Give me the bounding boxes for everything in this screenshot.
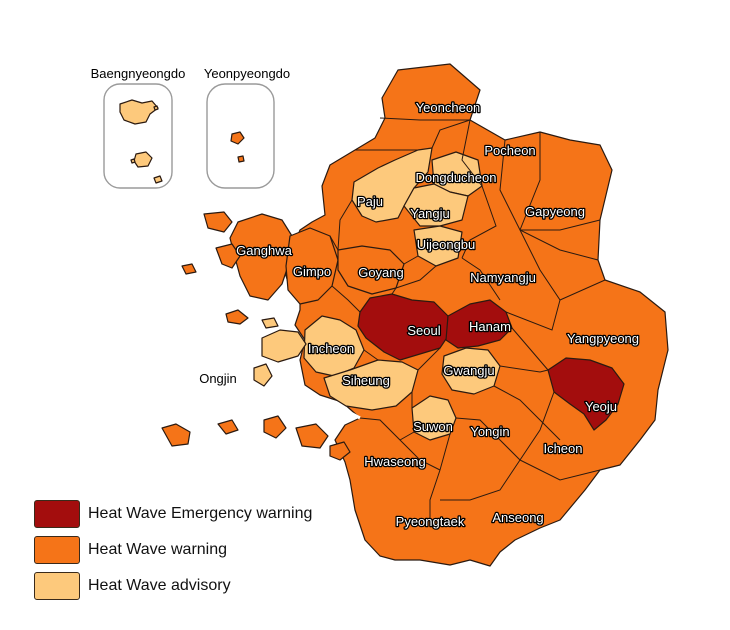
label-suwon: Suwon — [413, 419, 453, 434]
legend-label-warning: Heat Wave warning — [88, 541, 228, 558]
region-hanam — [445, 299, 513, 349]
label-pocheon: Pocheon — [484, 143, 535, 158]
legend-item-warning: Heat Wave warning — [34, 532, 312, 568]
island-ongjin-3 — [261, 317, 279, 329]
island-small-3 — [153, 105, 159, 111]
legend: Heat Wave Emergency warning Heat Wave wa… — [34, 496, 312, 604]
island-ongjin-7 — [263, 415, 287, 439]
island-ongjin-4 — [225, 309, 249, 325]
island-ongjin-6 — [217, 419, 239, 435]
island-small-west — [181, 263, 197, 275]
label-baengnyeongdo: Baengnyeongdo — [91, 66, 186, 81]
region-labels: Yeoncheon Pocheon Dongducheon Paju Yangj… — [199, 99, 640, 531]
island-small-1 — [153, 175, 163, 184]
legend-item-advisory: Heat Wave advisory — [34, 568, 312, 604]
label-ganghwa: Ganghwa — [236, 243, 292, 258]
island-ongjin-9 — [329, 441, 351, 461]
legend-swatch-warning — [34, 536, 80, 564]
island-ganghwa-west — [203, 211, 233, 233]
inset-yeonpyeongdo: Yeonpyeongdo — [204, 66, 290, 189]
coast-inlet — [304, 406, 361, 422]
region-gimpo — [285, 227, 339, 305]
region-yeoju — [547, 357, 625, 431]
label-icheon: Icheon — [543, 441, 582, 456]
island-ongjin-1 — [261, 329, 307, 363]
label-ongjin: Ongjin — [199, 371, 237, 386]
island-yeonpyeongdo-main — [230, 131, 245, 145]
label-paju: Paju — [357, 194, 383, 209]
label-yangju: Yangju — [410, 206, 450, 221]
island-yeonpyeongdo-small — [237, 155, 245, 163]
label-yeonpyeongdo: Yeonpyeongdo — [204, 66, 290, 81]
label-yangpyeong: Yangpyeong — [567, 331, 639, 346]
label-incheon: Incheon — [308, 341, 354, 356]
island-small-2 — [130, 158, 136, 164]
label-gwangju: Gwangju — [443, 363, 494, 378]
inset-baengnyeongdo: Baengnyeongdo — [91, 66, 186, 189]
island-ongjin-2 — [253, 363, 273, 387]
island-ganghwa-sw — [215, 243, 241, 269]
label-namyangju: Namyangju — [470, 270, 536, 285]
label-dongducheon: Dongducheon — [416, 170, 497, 185]
district-boundaries — [329, 117, 606, 520]
legend-swatch-emergency — [34, 500, 80, 528]
label-pyeongtaek: Pyeongtaek — [396, 514, 465, 529]
label-uijeongbu: Uijeongbu — [417, 237, 476, 252]
label-hwaseong: Hwaseong — [364, 454, 425, 469]
island-baengnyeongdo-main — [119, 99, 159, 125]
label-gapyeong: Gapyeong — [525, 204, 585, 219]
island-ongjin-8 — [295, 423, 329, 449]
label-hanam: Hanam — [469, 319, 511, 334]
region-suwon — [411, 395, 457, 441]
legend-label-advisory: Heat Wave advisory — [88, 577, 231, 594]
label-yongin: Yongin — [470, 424, 509, 439]
label-yeoju: Yeoju — [585, 399, 617, 414]
legend-swatch-advisory — [34, 572, 80, 600]
label-anseong: Anseong — [492, 510, 543, 525]
region-incheon — [303, 315, 365, 377]
label-gimpo: Gimpo — [293, 264, 331, 279]
label-seoul: Seoul — [407, 323, 440, 338]
label-siheung: Siheung — [342, 373, 390, 388]
label-goyang: Goyang — [358, 265, 404, 280]
legend-label-emergency: Heat Wave Emergency warning — [88, 505, 313, 522]
island-ongjin-5 — [161, 423, 191, 447]
region-seoul — [357, 293, 449, 361]
label-yeoncheon: Yeoncheon — [416, 100, 481, 115]
legend-item-emergency: Heat Wave Emergency warning — [34, 496, 312, 532]
region-yangju — [403, 183, 469, 227]
